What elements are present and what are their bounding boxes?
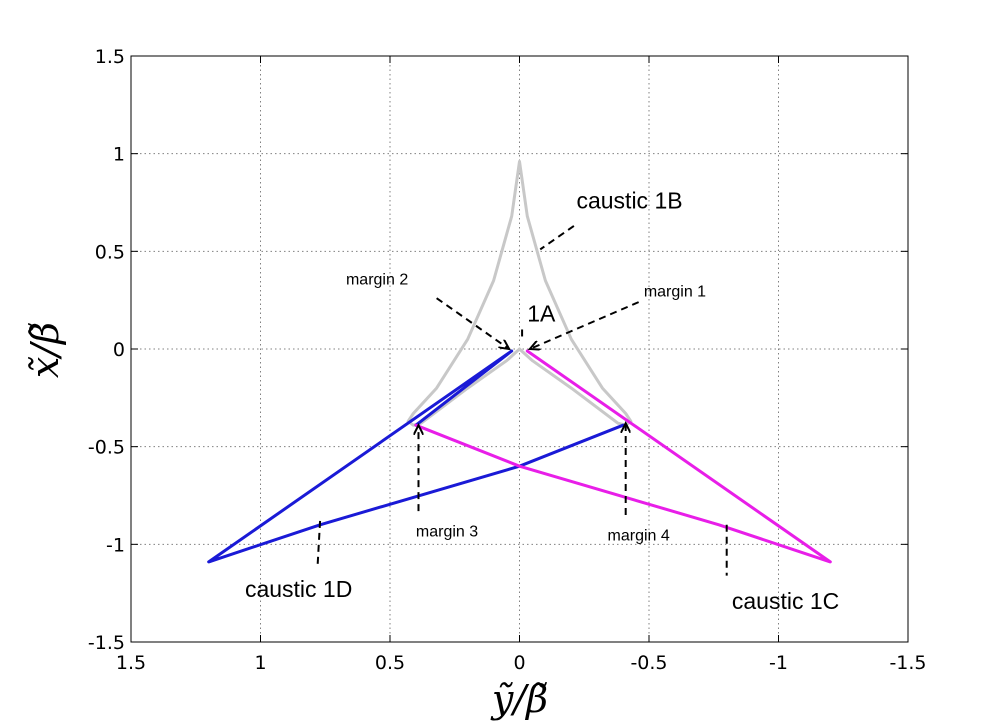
series-line-2 bbox=[414, 349, 832, 564]
tick-group: 1.5 1 0.5 0 -0.5 -1 -1.51.510.50-0.5-1-1.5 bbox=[88, 46, 927, 674]
annotation-label: margin 2 bbox=[346, 272, 408, 289]
y-tick-label: 1 bbox=[113, 144, 125, 166]
y-tick-label: -1 bbox=[106, 534, 125, 556]
y-tick-label: -0.5 bbox=[88, 437, 125, 459]
x-tick-label: -0.5 bbox=[630, 652, 667, 674]
x-axis-label: ỹ/β̃ bbox=[490, 677, 548, 721]
x-tick-label: 1.5 bbox=[116, 652, 146, 674]
annotation-arrow bbox=[530, 301, 640, 349]
series-group bbox=[207, 160, 832, 564]
y-tick-label: 0.5 bbox=[95, 241, 125, 263]
y-tick-label: -1.5 bbox=[88, 632, 125, 654]
annotation-label: caustic 1C bbox=[732, 588, 839, 614]
x-tick-label: 1 bbox=[254, 652, 266, 674]
annotation-label: caustic 1B bbox=[576, 187, 682, 213]
annotation-label: 1A bbox=[527, 301, 556, 327]
y-axis-label: x̃/β̃ bbox=[23, 322, 67, 378]
annotation-arrow bbox=[436, 297, 510, 349]
annotation-label: margin 3 bbox=[416, 524, 478, 541]
annotation-label: margin 4 bbox=[608, 527, 670, 544]
annotations-group: caustic 1B margin 2 margin 1 1A margin 3 marg… bbox=[245, 187, 839, 613]
series-line-0 bbox=[406, 160, 633, 427]
y-tick-label: 0 bbox=[113, 339, 125, 361]
x-tick-label: 0.5 bbox=[375, 652, 405, 674]
y-tick-label: 1.5 bbox=[95, 46, 125, 68]
x-tick-label: -1.5 bbox=[889, 652, 926, 674]
x-tick-label: -1 bbox=[769, 652, 788, 674]
annotation-label: caustic 1D bbox=[245, 576, 352, 602]
annotation-leader bbox=[316, 520, 322, 568]
annotation-leader bbox=[539, 225, 575, 251]
x-tick-label: 0 bbox=[513, 652, 525, 674]
annotation-label: margin 1 bbox=[644, 283, 706, 300]
series-line-1 bbox=[207, 349, 625, 564]
